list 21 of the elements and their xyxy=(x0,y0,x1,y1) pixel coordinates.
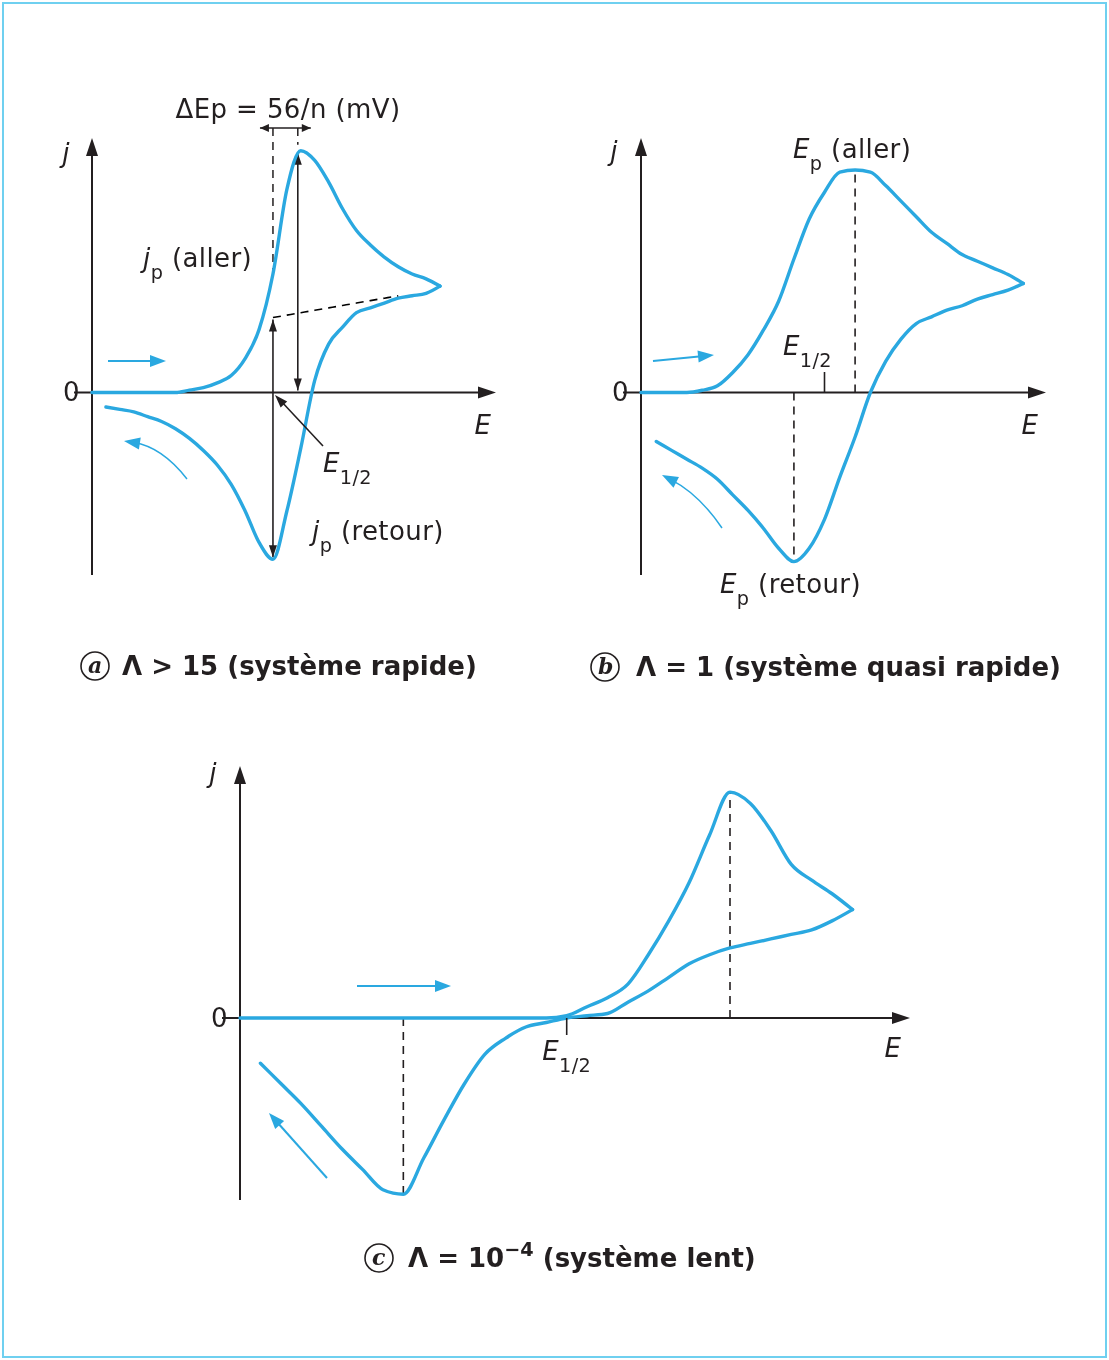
annotation: E$_{1/2}$ xyxy=(783,331,832,372)
text: 1/2 xyxy=(559,1053,592,1077)
annotation: E$_{p}$ (aller) xyxy=(793,134,912,175)
text: E xyxy=(474,410,492,440)
y-axis-title: j xyxy=(140,243,151,273)
x-axis-title: E xyxy=(1021,410,1039,440)
text: ΔEp = 56/n (mV) xyxy=(175,94,401,124)
y-axis-title: j xyxy=(607,136,619,166)
text: $_{p}$ (aller) xyxy=(150,243,253,284)
text: b Λ = 1 (système quasi rapide) xyxy=(598,652,1061,682)
text: c Λ = 10$^{−4}$ (système lent) xyxy=(372,1237,756,1273)
x-axis-title: E xyxy=(542,1036,560,1066)
annotation: 0 xyxy=(612,377,629,407)
annotation: j$_{p}$ (retour) xyxy=(309,516,444,557)
text: 0 xyxy=(63,377,80,407)
text: E$_{p}$ (retour) xyxy=(720,569,861,610)
x-axis-title: E xyxy=(323,448,340,478)
y-axis-title: j xyxy=(206,758,218,788)
text: 1/2 xyxy=(339,465,372,489)
text: a Λ > 15 (système rapide) xyxy=(88,651,477,681)
text: E xyxy=(884,1033,902,1063)
